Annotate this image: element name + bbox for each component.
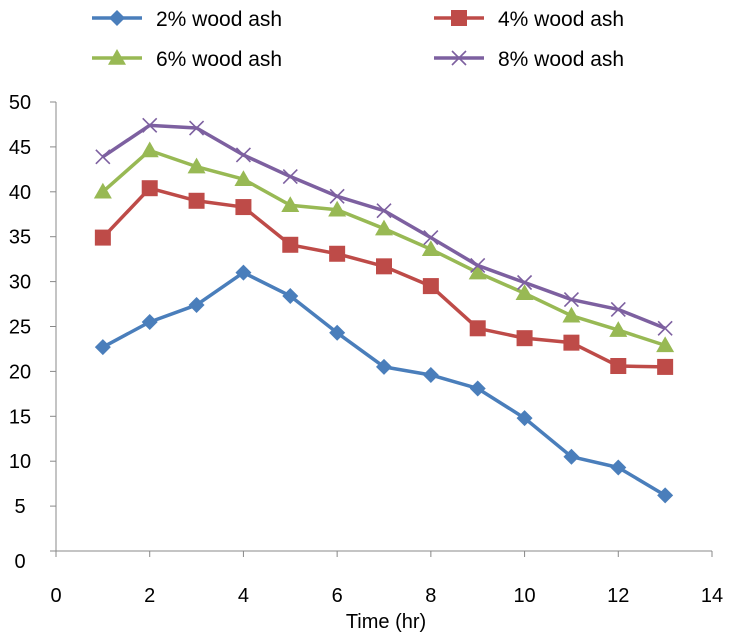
x-tick-label: 10 — [513, 585, 535, 607]
data-point — [516, 330, 533, 347]
legend-label: 4% wood ash — [498, 8, 624, 31]
legend: 2% wood ash 4% wood ash 6% wood ash 8% wood… — [92, 8, 624, 71]
y-tick-label: 40 — [9, 182, 31, 204]
data-point — [188, 296, 205, 313]
legend-item: 4% wood ash — [434, 8, 624, 31]
data-point — [376, 203, 392, 219]
x-axis-ticks: 0 2 4 6 8 10 12 14 — [50, 551, 723, 607]
y-tick-label: 45 — [9, 137, 31, 159]
series-1 — [94, 264, 674, 504]
series-layer — [93, 117, 675, 504]
legend-marker — [108, 49, 126, 65]
data-point — [376, 258, 392, 275]
data-point — [657, 487, 674, 504]
data-point — [282, 168, 298, 185]
legend-item: 2% wood ash — [92, 8, 282, 31]
y-tick-label: 0 — [14, 551, 25, 573]
x-tick-label: 14 — [701, 585, 723, 607]
y-tick-label: 20 — [9, 361, 31, 383]
data-point — [94, 339, 111, 356]
data-point — [376, 358, 392, 375]
legend-item: 6% wood ash — [92, 48, 282, 71]
data-point — [281, 196, 300, 213]
data-point — [563, 291, 579, 308]
data-point — [469, 320, 486, 337]
data-point — [329, 245, 346, 262]
data-point — [610, 459, 627, 476]
series-4 — [95, 117, 673, 336]
data-point — [189, 120, 205, 136]
series-line — [102, 270, 667, 497]
data-point — [328, 200, 347, 217]
y-tick-label: 5 — [14, 496, 25, 518]
y-tick-label: 10 — [9, 451, 31, 473]
data-point — [187, 157, 206, 174]
data-point — [609, 321, 628, 337]
legend-label: 8% wood ash — [498, 48, 624, 71]
data-point — [563, 448, 580, 465]
data-point — [235, 147, 251, 163]
data-point — [141, 180, 158, 197]
series-line — [101, 186, 666, 369]
data-point — [329, 188, 345, 204]
data-point — [188, 192, 205, 209]
data-point — [140, 141, 159, 158]
data-point — [375, 219, 393, 236]
x-tick-label: 0 — [50, 585, 61, 607]
x-tick-label: 2 — [144, 585, 155, 607]
y-tick-label: 25 — [9, 317, 31, 339]
x-tick-label: 4 — [238, 585, 249, 607]
axes — [55, 102, 712, 552]
data-point — [235, 199, 252, 216]
series-line — [101, 148, 666, 348]
data-point — [422, 366, 439, 383]
data-point — [517, 274, 533, 291]
legend-item: 8% wood ash — [434, 48, 624, 71]
y-tick-label: 35 — [9, 227, 31, 249]
x-tick-label: 12 — [607, 585, 629, 607]
data-point — [421, 240, 440, 257]
data-point — [282, 287, 299, 304]
data-point — [329, 324, 346, 341]
data-point — [470, 257, 486, 274]
data-point — [142, 117, 158, 133]
y-tick-label: 15 — [9, 406, 31, 428]
data-point — [423, 230, 439, 246]
legend-marker — [451, 10, 467, 26]
data-point — [516, 410, 533, 427]
data-point — [515, 284, 534, 301]
data-point — [610, 301, 626, 318]
data-point — [94, 229, 111, 246]
data-point — [657, 358, 674, 375]
data-point — [141, 314, 158, 331]
series-2 — [94, 180, 674, 375]
legend-marker — [109, 10, 125, 26]
x-axis-title: Time (hr) — [346, 611, 426, 633]
y-tick-label: 30 — [9, 272, 31, 294]
data-point — [562, 306, 581, 323]
x-tick-label: 6 — [332, 585, 343, 607]
legend-label: 6% wood ash — [156, 48, 282, 71]
x-tick-label: 8 — [425, 585, 436, 607]
legend-marker — [451, 50, 467, 66]
legend-label: 2% wood ash — [156, 8, 282, 31]
data-point — [656, 336, 675, 353]
data-point — [422, 278, 439, 295]
data-point — [610, 358, 627, 375]
data-point — [235, 264, 252, 281]
data-point — [95, 149, 111, 165]
series-3 — [93, 141, 675, 353]
data-point — [282, 236, 299, 253]
y-axis-ticks: 0 5 10 15 20 25 30 35 40 45 50 — [9, 92, 56, 573]
data-point — [93, 182, 112, 199]
data-point — [563, 334, 580, 351]
y-tick-label: 50 — [9, 92, 31, 114]
data-point — [657, 320, 673, 336]
data-point — [468, 263, 487, 280]
data-point — [234, 170, 253, 186]
data-point — [469, 380, 486, 397]
